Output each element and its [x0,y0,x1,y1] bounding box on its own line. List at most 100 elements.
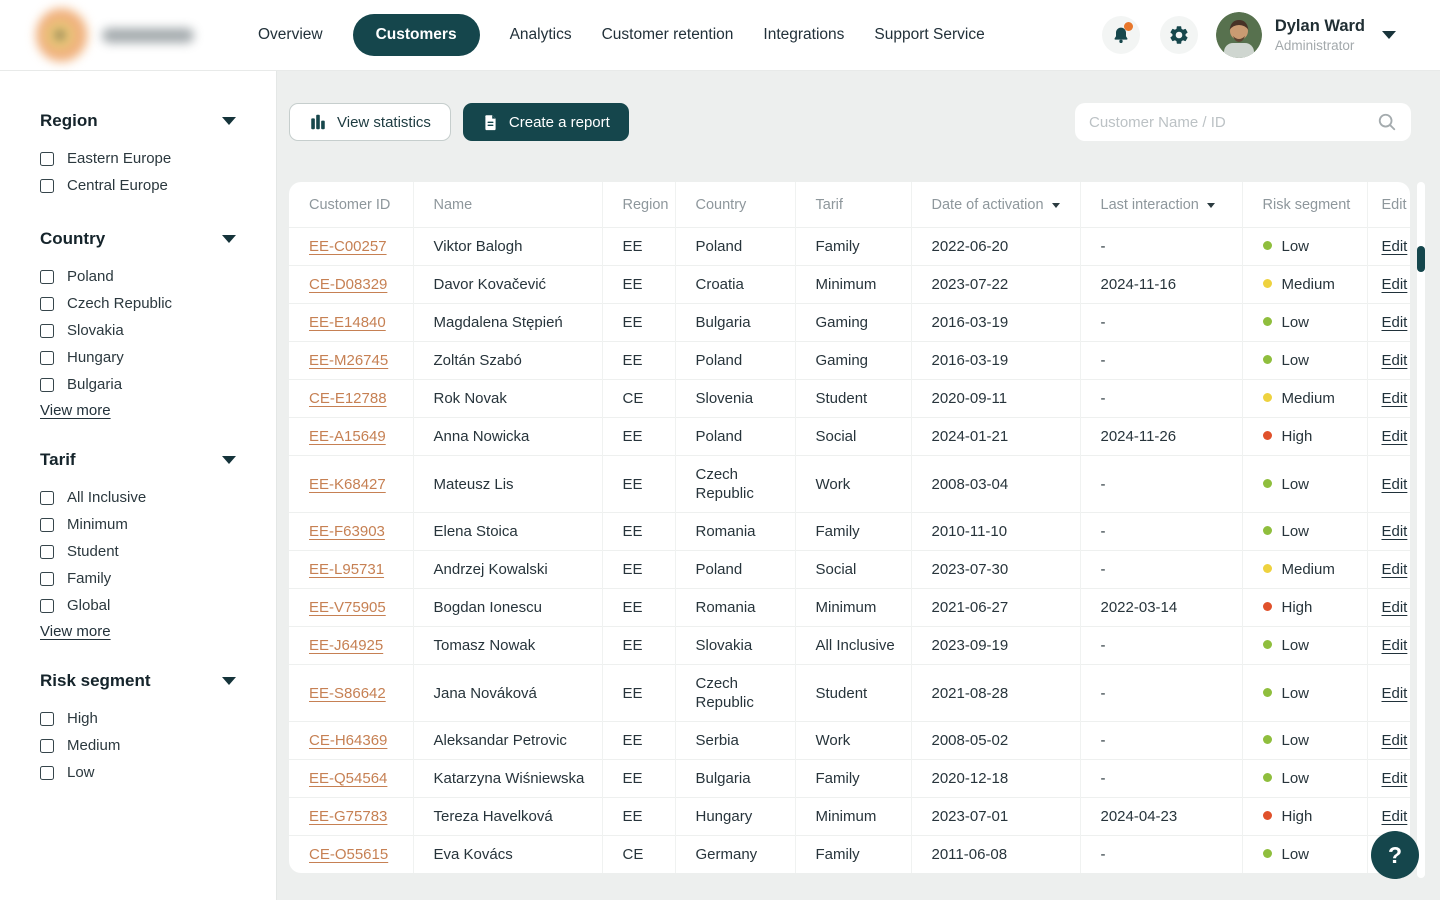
column-header-last-interaction[interactable]: Last interaction [1080,182,1243,228]
checkbox[interactable] [40,598,54,613]
filter-option-minimum[interactable]: Minimum [40,511,276,538]
chevron-down-icon[interactable] [1382,31,1396,39]
filter-group-header-region[interactable]: Region [40,111,236,131]
edit-link[interactable]: Edit [1381,637,1408,654]
nav-tab-support-service[interactable]: Support Service [874,26,985,43]
checkbox[interactable] [40,571,54,586]
nav-tab-integrations[interactable]: Integrations [763,26,845,43]
customer-id-link[interactable]: EE-L95731 [309,561,385,578]
cell-risk-segment: High [1242,417,1368,456]
checkbox[interactable] [40,377,54,392]
filter-option-high[interactable]: High [40,705,276,732]
checkbox[interactable] [40,323,54,338]
edit-link[interactable]: Edit [1381,314,1408,331]
table-row: EE-L95731 Andrzej Kowalski EE Poland Social 2… [289,550,1410,589]
checkbox[interactable] [40,544,54,559]
filter-option-global[interactable]: Global [40,592,276,619]
customer-id-link[interactable]: CE-D08329 [309,276,388,293]
cell-country: Czech Republic [675,664,796,722]
filter-option-student[interactable]: Student [40,538,276,565]
filter-group-header-tarif[interactable]: Tarif [40,450,236,470]
create-report-button[interactable]: Create a report [462,103,629,141]
customer-id-link[interactable]: CE-H64369 [309,732,388,749]
search-icon[interactable] [1377,112,1397,132]
checkbox[interactable] [40,151,54,166]
customer-id-link[interactable]: EE-V75905 [309,599,386,616]
checkbox[interactable] [40,765,54,780]
view-more-link[interactable]: View more [40,402,111,419]
filter-option-family[interactable]: Family [40,565,276,592]
filter-option-hungary[interactable]: Hungary [40,344,276,371]
help-button[interactable]: ? [1371,831,1419,879]
customer-id-link[interactable]: EE-A15649 [309,428,386,445]
customer-id-link[interactable]: EE-Q54564 [309,770,388,787]
customer-id-link[interactable]: EE-S86642 [309,684,386,702]
column-header-date-of-activation[interactable]: Date of activation [911,182,1081,228]
customer-id-link[interactable]: CE-E12788 [309,390,387,407]
edit-link[interactable]: Edit [1381,684,1408,702]
filter-group-header-risk-segment[interactable]: Risk segment [40,671,236,691]
edit-link[interactable]: Edit [1381,808,1408,825]
cell-risk-segment: Low [1242,759,1368,798]
customer-id-link[interactable]: EE-G75783 [309,808,388,825]
edit-link[interactable]: Edit [1381,523,1408,540]
customer-id-link[interactable]: CE-O55615 [309,846,389,863]
customer-id-link[interactable]: EE-E14840 [309,314,386,331]
edit-link[interactable]: Edit [1381,428,1408,445]
nav-tab-customer-retention[interactable]: Customer retention [601,26,734,43]
filter-option-slovakia[interactable]: Slovakia [40,317,276,344]
chevron-down-icon [222,117,236,125]
checkbox[interactable] [40,738,54,753]
filter-option-medium[interactable]: Medium [40,732,276,759]
filter-option-eastern-europe[interactable]: Eastern Europe [40,145,276,172]
table-scrollbar[interactable] [1417,182,1425,878]
checkbox[interactable] [40,269,54,284]
notifications-button[interactable] [1101,16,1140,54]
chevron-down-icon [222,456,236,464]
customer-id-link[interactable]: EE-J64925 [309,637,384,654]
edit-link[interactable]: Edit [1381,561,1408,578]
edit-link[interactable]: Edit [1381,276,1408,293]
filter-option-all-inclusive[interactable]: All Inclusive [40,484,276,511]
filter-group-header-country[interactable]: Country [40,229,236,249]
customer-id-link[interactable]: EE-C00257 [309,238,387,255]
nav-tab-customers[interactable]: Customers [352,14,480,56]
checkbox[interactable] [40,517,54,532]
checkbox[interactable] [40,296,54,311]
column-header-country: Country [675,182,796,228]
customer-id-link[interactable]: EE-F63903 [309,523,385,540]
view-statistics-button[interactable]: View statistics [289,103,451,141]
customer-id-link[interactable]: EE-K68427 [309,475,386,493]
sort-icon[interactable] [1051,203,1060,208]
filter-option-low[interactable]: Low [40,759,276,786]
checkbox[interactable] [40,178,54,193]
sort-icon[interactable] [1206,203,1215,208]
filter-option-poland[interactable]: Poland [40,263,276,290]
edit-link[interactable]: Edit [1381,732,1408,749]
checkbox[interactable] [40,350,54,365]
filter-option-bulgaria[interactable]: Bulgaria [40,371,276,398]
edit-link[interactable]: Edit [1381,390,1408,407]
risk-dot [1262,602,1272,611]
view-more-link[interactable]: View more [40,623,111,640]
nav-tab-overview[interactable]: Overview [258,26,323,43]
customer-id-link[interactable]: EE-M26745 [309,352,389,369]
cell-date-of-activation: 2020-12-18 [911,759,1081,798]
scrollbar-thumb[interactable] [1417,246,1425,272]
checkbox[interactable] [40,711,54,726]
edit-link[interactable]: Edit [1381,352,1408,369]
settings-button[interactable] [1159,16,1198,54]
cell-name: Jana Nováková [413,664,603,722]
filter-option-central-europe[interactable]: Central Europe [40,172,276,199]
filter-option-czech-republic[interactable]: Czech Republic [40,290,276,317]
risk-label: High [1281,808,1313,825]
user-menu[interactable]: Dylan Ward Administrator [1215,12,1396,58]
edit-link[interactable]: Edit [1381,599,1408,616]
cell-edit: Edit [1367,303,1410,342]
nav-tab-analytics[interactable]: Analytics [509,26,572,43]
search-input[interactable] [1089,113,1377,131]
edit-link[interactable]: Edit [1381,475,1408,493]
checkbox[interactable] [40,490,54,505]
edit-link[interactable]: Edit [1381,238,1408,255]
edit-link[interactable]: Edit [1381,770,1408,787]
